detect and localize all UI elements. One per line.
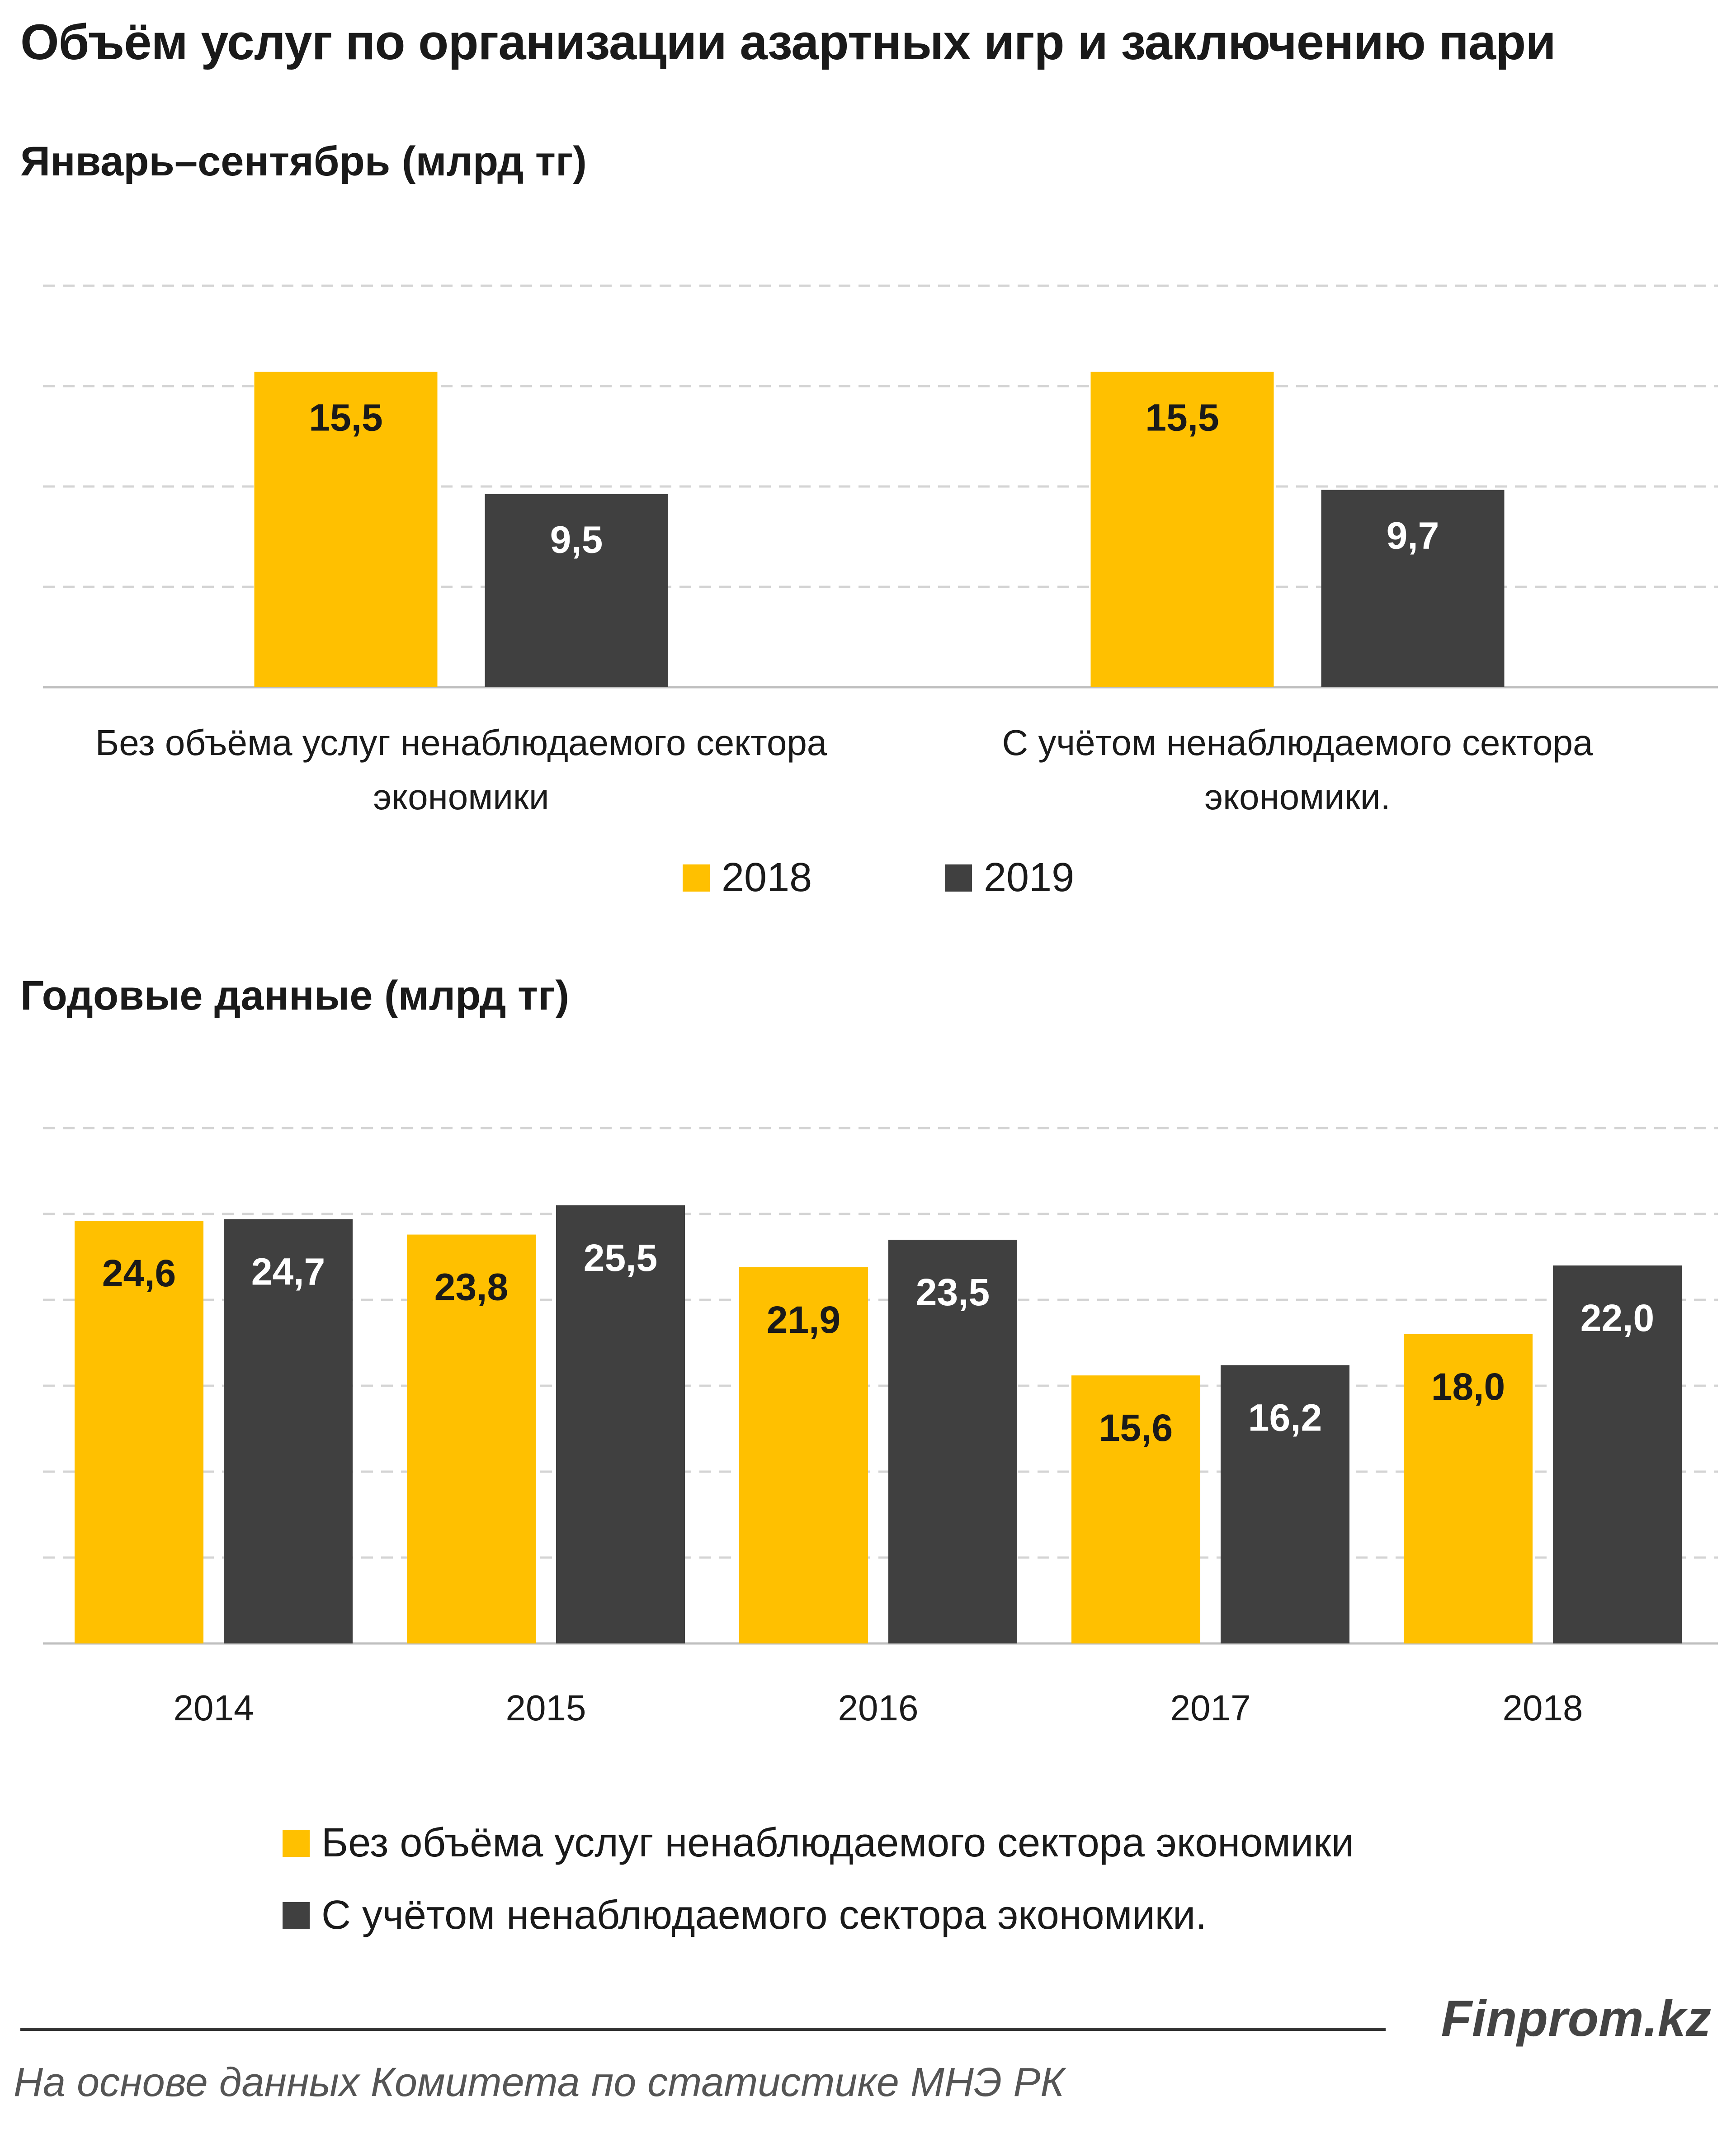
bar-value-label: 21,9 <box>767 1298 841 1341</box>
footer-divider <box>20 2028 1386 2031</box>
legend-label-without: Без объёма услуг ненаблюдаемого сектора … <box>321 1820 1354 1865</box>
year-tick-label: 2014 <box>174 1688 254 1728</box>
bar-2019-1 <box>1321 490 1505 687</box>
legend-swatch-2019 <box>945 864 972 892</box>
bar-2018-1 <box>1553 1265 1682 1643</box>
chart1-legend-2019: 2019 <box>945 855 1074 901</box>
bar-2017-0 <box>1071 1375 1200 1643</box>
legend-swatch-2018 <box>683 864 710 892</box>
bar-value-label: 23,5 <box>916 1271 990 1313</box>
bar-2015-1 <box>556 1205 685 1643</box>
category-label: С учётом ненаблюдаемого сектора <box>1002 722 1593 763</box>
legend-label-with: С учётом ненаблюдаемого сектора экономик… <box>321 1893 1207 1938</box>
bar-value-label: 18,0 <box>1431 1365 1505 1408</box>
legend-swatch-with <box>283 1902 310 1929</box>
bar-value-label: 15,5 <box>309 397 383 439</box>
legend-label-2018: 2018 <box>722 855 812 900</box>
chart2-legend-with: С учётом ненаблюдаемого сектора экономик… <box>283 1892 1207 1939</box>
legend-swatch-without <box>283 1829 310 1857</box>
brand-logo: Finprom.kz <box>1441 1990 1711 2047</box>
category-label: экономики. <box>1204 777 1390 817</box>
chart2-plot: 24,6 24,7 2014 23,8 25,5 2015 21,9 23,5 2016 15,6… <box>43 1127 1718 1728</box>
bar-2014-1 <box>224 1219 353 1643</box>
bar-2018-0 <box>1404 1334 1533 1643</box>
chart1-legend-2018: 2018 <box>683 855 812 901</box>
bar-value-label: 9,7 <box>1387 515 1439 557</box>
bar-value-label: 23,8 <box>434 1266 509 1308</box>
bar-value-label: 9,5 <box>550 519 603 561</box>
year-tick-label: 2016 <box>838 1688 919 1728</box>
bar-2016-1 <box>888 1240 1017 1643</box>
bar-value-label: 24,7 <box>251 1250 326 1293</box>
bar-2017-1 <box>1221 1365 1349 1643</box>
bar-value-label: 24,6 <box>102 1252 176 1294</box>
year-tick-label: 2018 <box>1503 1688 1583 1728</box>
bar-value-label: 22,0 <box>1580 1297 1655 1339</box>
legend-label-2019: 2019 <box>984 855 1075 900</box>
bar-2018-0 <box>254 372 438 687</box>
bar-2016-0 <box>739 1267 868 1643</box>
chart2-subtitle: Годовые данные (млрд тг) <box>20 973 570 1019</box>
bar-value-label: 15,5 <box>1145 397 1219 439</box>
bar-2018-1 <box>1090 372 1274 687</box>
year-tick-label: 2015 <box>506 1688 586 1728</box>
bar-2014-0 <box>75 1221 203 1643</box>
bar-2019-0 <box>485 494 668 687</box>
source-note: На основе данных Комитета по статистике … <box>14 2060 1065 2105</box>
chart1-plot: 15,5 9,5 Без объёма услуг ненаблюдаемого с… <box>43 284 1718 817</box>
bar-value-label: 15,6 <box>1099 1407 1173 1449</box>
category-label: Без объёма услуг ненаблюдаемого сектора <box>95 722 827 763</box>
chart2-legend-without: Без объёма услуг ненаблюдаемого сектора … <box>283 1820 1354 1866</box>
bar-2015-0 <box>407 1234 536 1643</box>
chart1-subtitle: Январь–сентябрь (млрд тг) <box>20 138 587 184</box>
chart-title: Объём услуг по организации азартных игр … <box>20 14 1556 70</box>
bar-value-label: 25,5 <box>584 1237 658 1279</box>
year-tick-label: 2017 <box>1170 1688 1251 1728</box>
category-label: экономики <box>373 777 549 817</box>
bar-value-label: 16,2 <box>1248 1396 1322 1439</box>
